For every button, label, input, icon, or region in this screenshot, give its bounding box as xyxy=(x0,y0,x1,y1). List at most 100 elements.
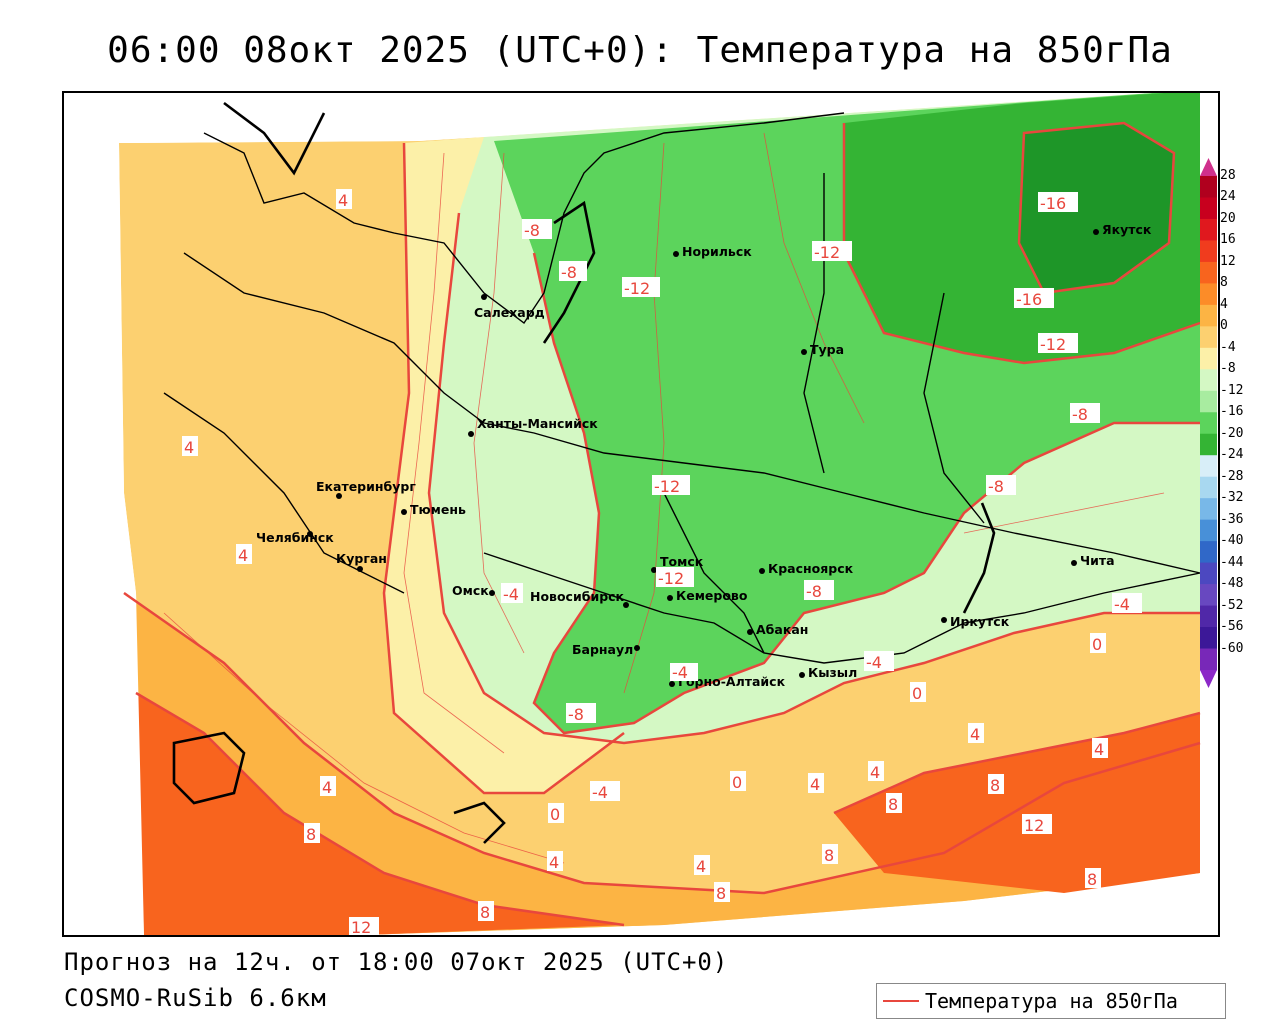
city-tyumen[interactable]: Тюмень xyxy=(401,502,466,517)
colorbar-tick-label: 8 xyxy=(1220,275,1228,291)
svg-text:4: 4 xyxy=(870,763,880,782)
iso-label: -12 xyxy=(656,567,694,588)
colorbar-swatch xyxy=(1200,562,1217,585)
colorbar-swatch xyxy=(1200,240,1217,263)
colorbar-tick-label: -44 xyxy=(1220,554,1244,570)
city-salekhard[interactable]: Салехард xyxy=(474,294,545,320)
model-name: COSMO-RuSib 6.6км xyxy=(64,984,327,1012)
iso-label: 4 xyxy=(182,436,198,457)
city-yakutsk[interactable]: Якутск xyxy=(1093,222,1152,237)
city-label: Омск xyxy=(452,583,489,598)
iso-label: 4 xyxy=(868,761,884,782)
colorbar-swatch xyxy=(1200,476,1217,499)
svg-text:4: 4 xyxy=(970,725,980,744)
colorbar-tick-label: 20 xyxy=(1220,210,1236,226)
svg-text:-4: -4 xyxy=(866,653,882,672)
svg-text:8: 8 xyxy=(888,795,898,814)
city-label: Екатеринбург xyxy=(316,479,416,494)
svg-text:0: 0 xyxy=(1092,635,1102,654)
svg-text:-12: -12 xyxy=(624,279,650,298)
city-label: Барнаул xyxy=(572,642,633,657)
colorbar-swatch xyxy=(1200,283,1217,306)
svg-text:4: 4 xyxy=(338,191,348,210)
iso-label: -12 xyxy=(812,241,852,262)
colorbar-tick-label: -52 xyxy=(1220,597,1244,613)
colorbar-swatch xyxy=(1200,347,1217,370)
iso-label: 8 xyxy=(304,823,320,844)
iso-label: 0 xyxy=(1090,633,1106,654)
colorbar-swatch xyxy=(1200,304,1217,327)
city-tura[interactable]: Тура xyxy=(801,342,844,357)
city-krasnoyarsk[interactable]: Красноярск xyxy=(759,561,854,576)
iso-label: 12 xyxy=(349,917,379,935)
city-tomsk[interactable]: Томск xyxy=(651,554,704,573)
svg-text:-16: -16 xyxy=(1016,290,1042,309)
city-irkutsk[interactable]: Иркутск xyxy=(941,614,1010,629)
colorbar-tick-label: 28 xyxy=(1220,168,1236,183)
colorbar-swatch xyxy=(1200,455,1217,478)
city-gorno-altaysk[interactable]: Горно-Алтайск xyxy=(669,674,786,689)
svg-text:-8: -8 xyxy=(561,263,577,282)
city-yekaterinburg[interactable]: Екатеринбург xyxy=(316,479,416,499)
city-kyzyl[interactable]: Кызыл xyxy=(799,665,857,680)
city-omsk[interactable]: Омск xyxy=(452,583,495,598)
colorbar-swatch xyxy=(1200,605,1217,628)
svg-text:-12: -12 xyxy=(814,243,840,262)
iso-label: 4 xyxy=(320,776,336,797)
iso-label: 4 xyxy=(1092,738,1108,759)
colorbar-tick-label: 12 xyxy=(1220,253,1236,269)
colorbar-tick-label: -8 xyxy=(1220,361,1236,377)
band-deeporange-se xyxy=(834,713,1200,893)
city-label: Томск xyxy=(660,554,704,569)
svg-text:-4: -4 xyxy=(672,663,688,682)
colorbar-tick-label: -36 xyxy=(1220,511,1244,527)
legend-label: Температура на 850гПа xyxy=(925,989,1178,1013)
iso-label: -8 xyxy=(804,580,834,601)
iso-label: 0 xyxy=(910,682,926,703)
city-abakan[interactable]: Абакан xyxy=(747,622,808,637)
colorbar-top-arrow xyxy=(1200,158,1217,176)
svg-text:-4: -4 xyxy=(592,783,608,802)
iso-label: -8 xyxy=(522,219,552,240)
iso-label: 8 xyxy=(822,844,838,865)
iso-label: -8 xyxy=(566,703,596,724)
svg-text:-12: -12 xyxy=(654,477,680,496)
band-deeporange-sw xyxy=(136,693,624,935)
city-label: Салехард xyxy=(474,305,545,320)
city-kurgan[interactable]: Курган xyxy=(336,551,387,572)
city-chelyabinsk[interactable]: Челябинск xyxy=(256,530,334,545)
iso-label: -4 xyxy=(590,781,620,802)
city-novosibirsk[interactable]: Новосибирск xyxy=(530,589,629,608)
map-title: 06:00 08окт 2025 (UTC+0): Температура на… xyxy=(107,30,1173,71)
iso-label: -8 xyxy=(1070,403,1100,424)
colorbar-swatch xyxy=(1200,541,1217,564)
iso-label: 8 xyxy=(886,793,902,814)
iso-label: 8 xyxy=(478,901,494,922)
band-orange-sw xyxy=(124,593,1200,935)
iso-label: 4 xyxy=(236,544,252,565)
colorbar-tick-label: -20 xyxy=(1220,425,1244,441)
svg-text:-8: -8 xyxy=(806,582,822,601)
city-label: Новосибирск xyxy=(530,589,625,604)
forecast-info: Прогноз на 12ч. от 18:00 07окт 2025 (UTC… xyxy=(64,948,729,976)
svg-text:-4: -4 xyxy=(1114,595,1130,614)
city-norilsk[interactable]: Норильск xyxy=(673,244,752,259)
temperature-map[interactable]: Норильск Салехард Тура Якутск Ханты-Манс… xyxy=(62,91,1220,937)
city-chita[interactable]: Чита xyxy=(1071,553,1115,568)
city-barnaul[interactable]: Барнаул xyxy=(572,642,640,657)
svg-text:12: 12 xyxy=(351,918,371,935)
svg-text:4: 4 xyxy=(549,853,559,872)
svg-text:4: 4 xyxy=(238,546,248,565)
colorbar-bottom-arrow xyxy=(1200,670,1217,688)
svg-text:0: 0 xyxy=(732,773,742,792)
city-label: Горно-Алтайск xyxy=(678,674,786,689)
city-kemerovo[interactable]: Кемерово xyxy=(667,588,748,603)
iso-label: -4 xyxy=(501,583,523,604)
iso-label: 8 xyxy=(714,882,730,903)
colorbar-swatch xyxy=(1200,218,1217,241)
city-khanty-mansiysk[interactable]: Ханты-Мансийск xyxy=(468,416,598,437)
outside-w xyxy=(64,143,144,935)
iso-label: 4 xyxy=(547,851,563,872)
colorbar-swatch xyxy=(1200,326,1217,349)
colorbar-tick-label: 0 xyxy=(1220,318,1228,334)
